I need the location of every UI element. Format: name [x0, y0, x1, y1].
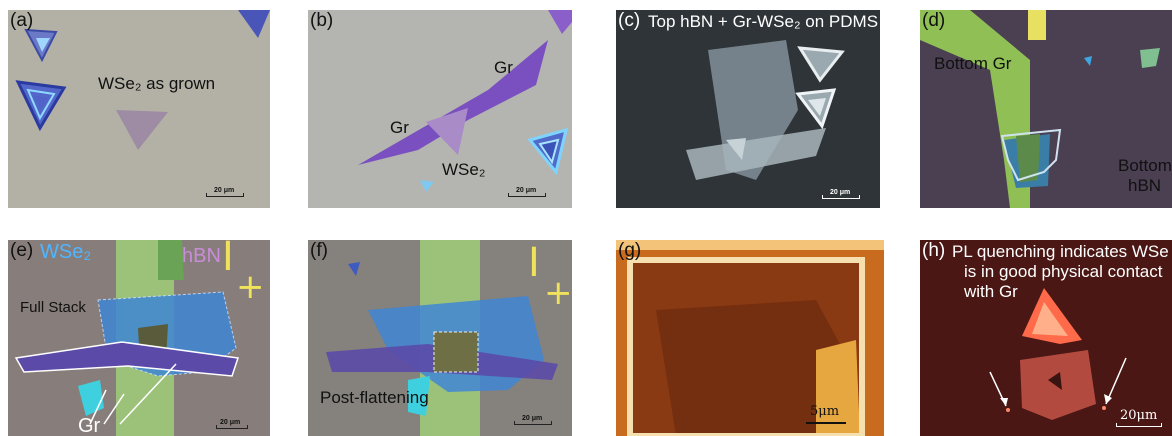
panel-b-label: (b): [310, 10, 333, 32]
panel-f: I + (f) Post-flattening 20 μm: [308, 240, 572, 436]
panel-g-label: (g): [618, 240, 641, 262]
panel-b-image: [308, 10, 572, 208]
panel-g: (g) 5μm: [616, 240, 884, 436]
panel-d-bottom-hbn-label-1: Bottom: [1118, 156, 1172, 176]
panel-e-hbn-label: hBN: [182, 246, 221, 266]
panel-e: I + (e) WSe₂ hBN Full Stack Gr 20 μm: [8, 240, 270, 436]
panel-b-gr-top-label: Gr: [494, 58, 513, 78]
panel-e-label: (e): [10, 240, 33, 262]
svg-text:+: +: [544, 273, 572, 313]
panel-e-full-stack-label: Full Stack: [20, 298, 86, 318]
panel-e-scale-bar: [216, 428, 248, 429]
panel-h-label: (h): [922, 240, 945, 262]
panel-d-bottom-hbn-label-2: hBN: [1128, 176, 1161, 196]
panel-f-post-flattening-label: Post-flattening: [320, 388, 429, 408]
panel-a-label: (a): [10, 10, 33, 32]
panel-f-scale-bar: [514, 424, 552, 425]
panel-f-label: (f): [310, 240, 328, 262]
panel-e-image: I +: [8, 240, 270, 436]
panel-a-scale-text: 20 μm: [214, 187, 234, 194]
panel-b-scale-text: 20 μm: [516, 187, 536, 194]
panel-d-label: (d): [922, 10, 945, 32]
panel-h-line-3: with Gr: [964, 282, 1018, 302]
panel-c: (c) Top hBN + Gr-WSe₂ on PDMS 20 μm: [616, 10, 880, 208]
panel-f-scale-text: 20 μm: [522, 415, 542, 422]
panel-b-gr-left-label: Gr: [390, 118, 409, 138]
panel-d: (d) Bottom Gr Bottom hBN: [920, 10, 1172, 208]
svg-text:+: +: [236, 267, 265, 307]
panel-h-scale-bar: [1116, 426, 1162, 427]
panel-c-image: [616, 10, 880, 208]
panel-e-gr-label: Gr: [78, 416, 100, 436]
panel-c-scale-text: 20 μm: [830, 189, 850, 196]
panel-c-scale-bar: [822, 198, 860, 199]
svg-text:I: I: [222, 240, 234, 280]
panel-e-scale-text: 20 μm: [220, 419, 240, 426]
panel-h-line-1: PL quenching indicates WSe: [952, 242, 1169, 262]
panel-d-bottom-gr-label: Bottom Gr: [934, 54, 1011, 74]
panel-h-scale-text: 20μm: [1120, 408, 1157, 423]
panel-h: (h) PL quenching indicates WSe is in goo…: [920, 240, 1172, 436]
panel-a: (a) WSe₂ as grown 20 μm: [8, 10, 270, 208]
panel-g-scale-bar: [806, 422, 846, 424]
panel-a-scale-bar: [206, 196, 244, 197]
svg-text:I: I: [528, 240, 540, 286]
panel-a-image: [8, 10, 270, 208]
panel-a-wse2-label: WSe₂ as grown: [98, 74, 215, 94]
panel-h-line-2: is in good physical contact: [964, 262, 1162, 282]
panel-c-title: Top hBN + Gr-WSe₂ on PDMS: [648, 12, 878, 32]
panel-b-scale-bar: [508, 196, 546, 197]
panel-g-scale-text: 5μm: [810, 404, 839, 419]
panel-e-wse2-label: WSe₂: [40, 242, 91, 262]
panel-c-label: (c): [618, 10, 640, 32]
panel-b-wse2-label: WSe₂: [442, 160, 485, 180]
panel-b: (b) Gr Gr WSe₂ 20 μm: [308, 10, 572, 208]
panel-g-image: [616, 240, 884, 436]
